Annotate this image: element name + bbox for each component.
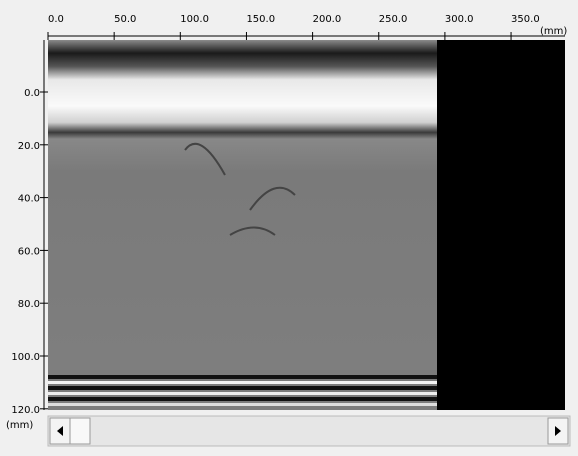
x-tick-label: 250.0 (379, 14, 408, 25)
no-data-area (437, 40, 565, 410)
x-tick-label: 350.0 (511, 14, 540, 25)
y-tick-label: 100.0 (11, 352, 40, 363)
scrollbar[interactable] (48, 416, 570, 446)
x-tick-label: 200.0 (313, 14, 342, 25)
y-tick-label: 80.0 (18, 299, 40, 310)
y-tick-label: 40.0 (18, 194, 40, 205)
y-unit: (mm) (6, 420, 33, 431)
x-tick-label: 300.0 (445, 14, 474, 25)
x-tick-label: 150.0 (246, 14, 275, 25)
y-tick-label: 0.0 (24, 88, 40, 99)
x-tick-label: 50.0 (114, 14, 136, 25)
scroll-thumb[interactable] (70, 418, 90, 444)
y-tick-label: 60.0 (18, 246, 40, 257)
x-tick-label: 0.0 (48, 14, 64, 25)
scroll-track[interactable] (48, 416, 570, 446)
y-tick-label: 20.0 (18, 141, 40, 152)
y-tick-label: 120.0 (11, 405, 40, 416)
x-tick-label: 100.0 (180, 14, 209, 25)
radargram-window: (mm) (mm) 0.0 50.0 100.0 150.0 200.0 250.0 300… (0, 0, 578, 452)
x-unit: (mm) (540, 26, 567, 37)
scan-signal (48, 40, 437, 370)
